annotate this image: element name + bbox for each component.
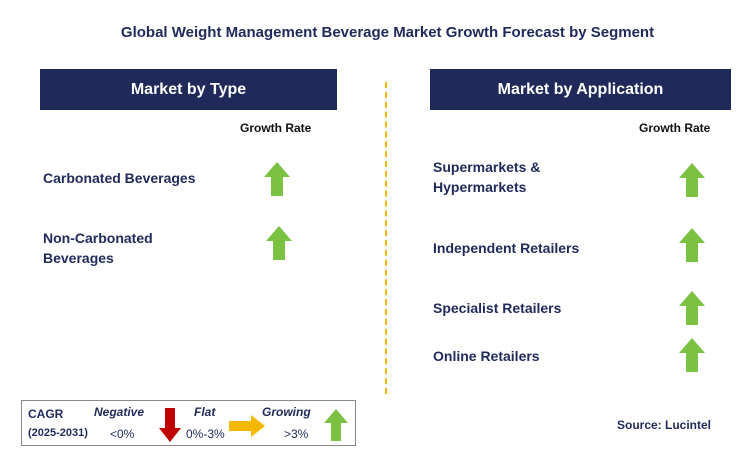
page-title: Global Weight Management Beverage Market… [120, 24, 655, 41]
segment-label-independent-retailers: Independent Retailers [433, 240, 580, 256]
segment-label-specialist-retailers: Specialist Retailers [433, 300, 562, 316]
green-up-arrow-icon [679, 163, 705, 197]
segment-label-non-carbonated: Non-Carbonated Beverages [43, 230, 153, 266]
segment-label-online-retailers: Online Retailers [433, 348, 540, 364]
green-up-arrow-icon [679, 228, 705, 262]
legend-flat-value: 0%-3% [186, 427, 225, 441]
panel-header-application: Market by Application [430, 69, 731, 110]
segment-label-supermarkets: Supermarkets & Hypermarkets [433, 159, 541, 195]
green-up-arrow-icon [266, 226, 292, 260]
growth-rate-label-type: Growth Rate [240, 121, 312, 135]
legend-cagr-label: CAGR [28, 407, 64, 421]
legend-period-label: (2025-2031) [28, 427, 88, 439]
panel-divider [385, 82, 387, 394]
legend-negative-value: <0% [110, 427, 135, 441]
green-up-arrow-icon [324, 409, 348, 441]
legend-flat-label: Flat [194, 405, 216, 419]
legend-growing-label: Growing [262, 405, 311, 419]
green-up-arrow-icon [679, 291, 705, 325]
yellow-right-arrow-icon [229, 415, 265, 437]
green-up-arrow-icon [679, 338, 705, 372]
green-up-arrow-icon [264, 162, 290, 196]
cagr-legend: CAGR (2025-2031) Negative <0% Flat 0%-3%… [21, 400, 356, 446]
legend-negative-label: Negative [94, 405, 145, 419]
panel-header-type: Market by Type [40, 69, 337, 110]
source-label: Source: Lucintel [617, 418, 712, 432]
growth-rate-label-application: Growth Rate [639, 121, 711, 135]
red-down-arrow-icon [159, 408, 181, 442]
segment-label-carbonated: Carbonated Beverages [43, 170, 196, 186]
legend-growing-value: >3% [284, 427, 309, 441]
